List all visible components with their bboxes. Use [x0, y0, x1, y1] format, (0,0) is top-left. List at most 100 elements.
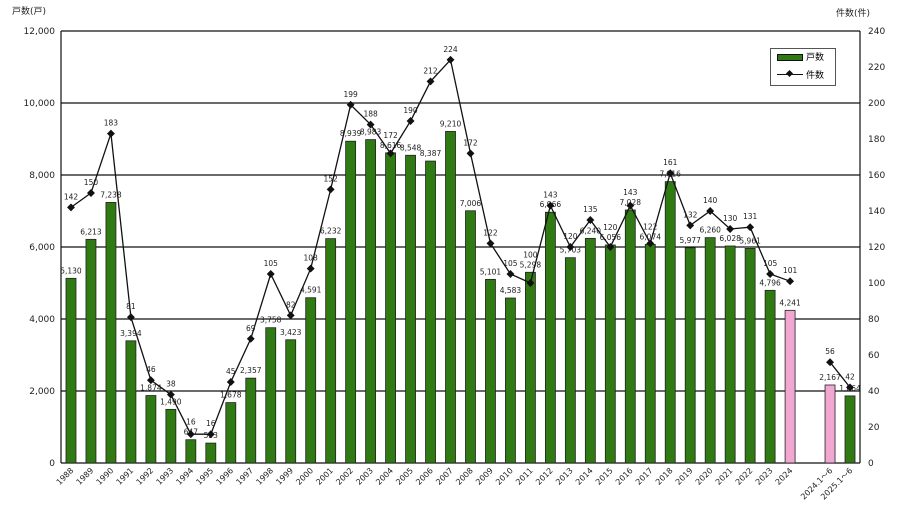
- right-axis-title: 件数(件): [836, 9, 871, 19]
- cases-marker-2005: [406, 117, 415, 125]
- bar-value-label: 2,167: [819, 373, 841, 382]
- bar-value-label: 4,796: [759, 278, 781, 287]
- x-tick-label: 2000: [294, 466, 315, 487]
- cases-value-label: 132: [683, 210, 698, 219]
- cases-value-label: 130: [723, 214, 738, 223]
- legend-bar-swatch: [777, 54, 803, 61]
- cases-value-label: 16: [186, 418, 196, 427]
- left-tick-label: 12,000: [24, 27, 56, 37]
- cases-value-label: 142: [64, 192, 79, 201]
- bar-2006: [425, 160, 436, 464]
- cases-marker-2018: [666, 169, 675, 178]
- cases-marker-1997: [246, 334, 255, 343]
- cases-value-label: 105: [763, 259, 778, 268]
- bar-2017: [644, 243, 656, 464]
- x-tick-label: 2005: [394, 466, 415, 487]
- x-tick-label: 2013: [554, 466, 575, 487]
- cases-marker-2015: [606, 243, 615, 251]
- bar-1998: [265, 327, 277, 464]
- x-tick-label: 2016: [614, 466, 635, 487]
- cases-value-label: 81: [126, 302, 136, 311]
- cases-marker-2020: [706, 207, 715, 215]
- cases-value-label: 212: [423, 66, 438, 75]
- bar-1989: [85, 238, 97, 464]
- bar-2000: [305, 297, 317, 464]
- right-tick-label: 120: [868, 243, 885, 253]
- x-tick-label: 1999: [274, 466, 295, 487]
- cases-marker-1992: [146, 376, 155, 385]
- right-tick-label: 100: [868, 279, 885, 289]
- bar-value-label: 9,210: [440, 119, 462, 128]
- bar-2018: [664, 181, 676, 464]
- cases-value-label: 135: [583, 205, 598, 214]
- x-tick-label: 1997: [234, 466, 255, 487]
- bar-value-label: 1,678: [220, 391, 242, 400]
- left-tick-label: 2,000: [29, 387, 55, 397]
- cases-value-label: 42: [845, 372, 855, 381]
- cases-value-label: 150: [84, 178, 99, 187]
- bar-value-label: 5,101: [480, 267, 502, 276]
- cases-marker-2014: [586, 216, 595, 224]
- bar-1992: [145, 395, 157, 464]
- bar-2025.1～6: [844, 395, 856, 464]
- right-tick-label: 160: [868, 171, 885, 181]
- bar-2001: [325, 238, 337, 464]
- cases-value-label: 82: [286, 300, 296, 309]
- cases-marker-1998: [266, 270, 275, 278]
- bar-2020: [704, 237, 716, 464]
- x-tick-label: 1988: [55, 466, 76, 487]
- right-tick-label: 20: [868, 423, 880, 433]
- legend: 戸数 件数: [770, 48, 836, 86]
- cases-value-label: 143: [543, 191, 558, 200]
- right-tick-label: 200: [868, 99, 885, 109]
- bar-1997: [245, 377, 257, 464]
- cases-value-label: 46: [146, 365, 156, 374]
- right-tick-label: 60: [868, 351, 880, 361]
- cases-marker-2021: [726, 225, 735, 233]
- cases-value-label: 45: [226, 367, 236, 376]
- bar-2013: [564, 257, 576, 464]
- cases-value-label: 120: [603, 223, 618, 232]
- bar-value-label: 6,213: [80, 227, 102, 236]
- bar-1991: [125, 340, 137, 464]
- bar-2023: [764, 289, 776, 464]
- cases-marker-1988: [67, 203, 75, 212]
- cases-marker-2004: [386, 149, 395, 158]
- bar-2009: [485, 278, 496, 464]
- bar-value-label: 2,357: [240, 366, 262, 375]
- right-tick-label: 80: [868, 315, 880, 325]
- bar-2011: [525, 271, 536, 464]
- bar-value-label: 1,874: [140, 384, 162, 393]
- cases-marker-2024: [786, 277, 795, 286]
- bar-2022: [744, 248, 756, 464]
- bar-value-label: 3,758: [260, 316, 282, 325]
- bar-1988: [65, 277, 77, 464]
- cases-marker-1996: [226, 378, 235, 386]
- bar-value-label: 6,260: [699, 226, 721, 235]
- bar-2024.1～6: [824, 384, 836, 464]
- right-tick-label: 180: [868, 135, 885, 145]
- cases-marker-2019: [686, 221, 695, 230]
- cases-value-label: 140: [703, 196, 718, 205]
- x-tick-label: 2001: [314, 466, 335, 487]
- bar-value-label: 5,130: [60, 266, 82, 275]
- bar-value-label: 3,394: [120, 329, 142, 338]
- cases-marker-2012: [546, 201, 555, 210]
- bar-value-label: 8,983: [360, 128, 382, 137]
- bar-value-label: 4,591: [300, 286, 322, 295]
- bar-2024: [784, 309, 796, 464]
- bar-value-label: 5,961: [739, 236, 761, 245]
- bar-value-label: 5,977: [679, 236, 701, 245]
- cases-marker-2016: [626, 201, 635, 210]
- x-tick-label: 1990: [95, 466, 116, 487]
- bar-1995: [205, 442, 217, 464]
- bar-value-label: 6,056: [600, 233, 622, 242]
- cases-marker-2023: [766, 270, 775, 278]
- bar-value-label: 6,232: [320, 227, 342, 236]
- bar-2007: [445, 131, 456, 464]
- bar-2015: [604, 244, 616, 464]
- x-tick-label: 1993: [155, 466, 176, 487]
- bar-2019: [684, 247, 696, 464]
- bar-value-label: 8,939: [340, 129, 362, 138]
